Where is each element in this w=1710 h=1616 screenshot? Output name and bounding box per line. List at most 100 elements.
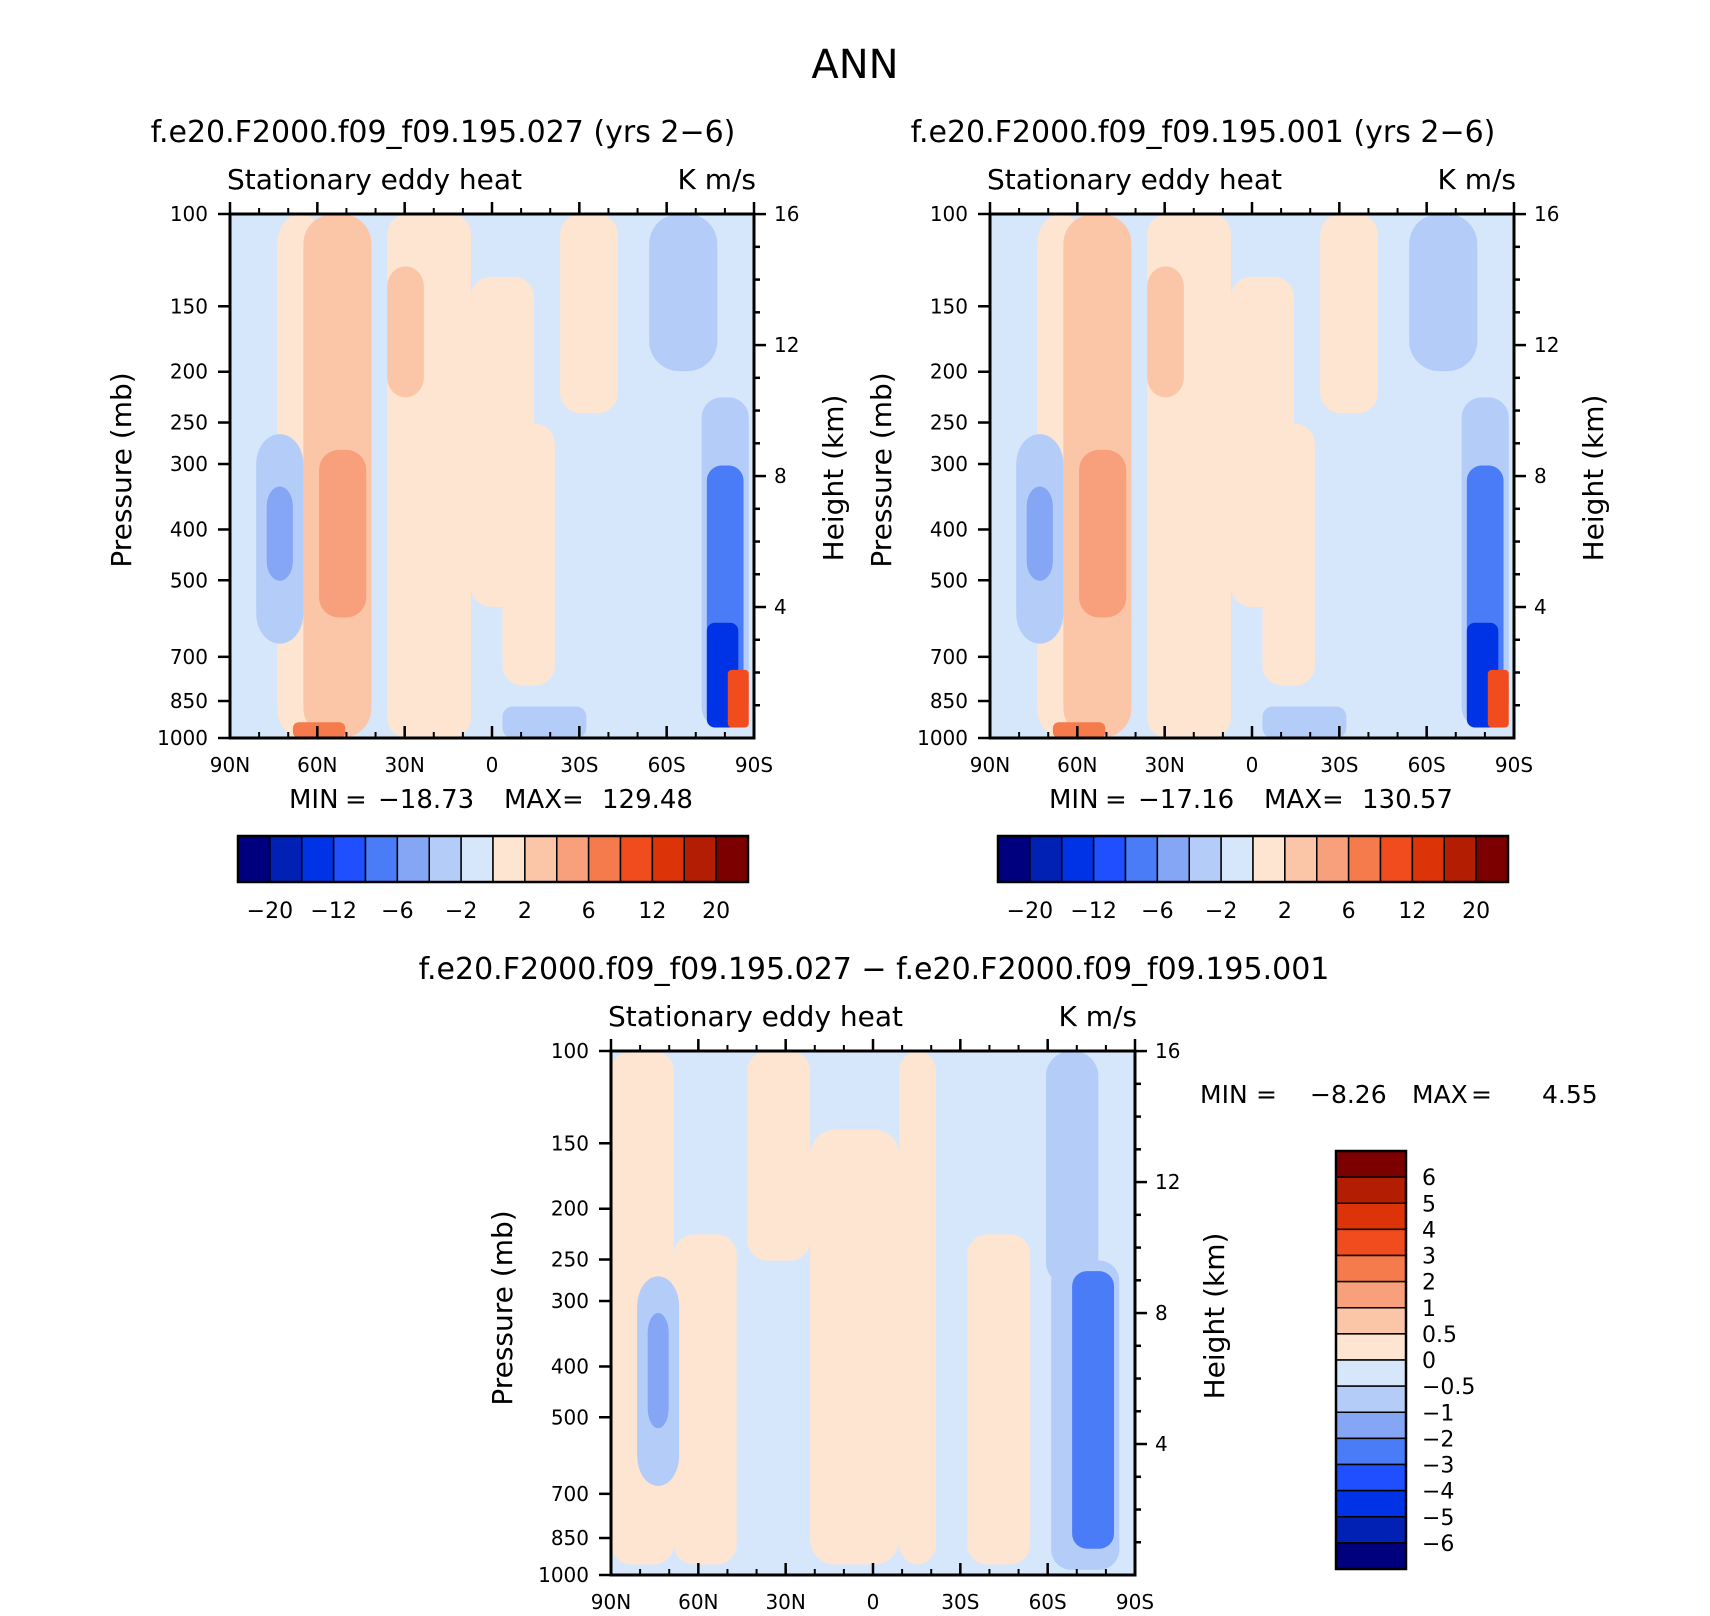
x-tick-label: 60S bbox=[648, 753, 686, 777]
contour-region bbox=[266, 486, 293, 581]
x-tick-label: 60N bbox=[297, 753, 337, 777]
x-tick-label: 30S bbox=[941, 1590, 979, 1614]
field-label: Stationary eddy heat bbox=[987, 163, 1282, 196]
colorbar-tick-label: 4 bbox=[1422, 1218, 1436, 1243]
units-label: K m/s bbox=[1058, 1000, 1137, 1033]
field-label: Stationary eddy heat bbox=[608, 1000, 903, 1033]
colorbar-tick-label: −4 bbox=[1422, 1480, 1454, 1505]
y-tick-label: 100 bbox=[551, 1039, 589, 1063]
max-label: MAX bbox=[504, 785, 562, 815]
max-value: 4.55 bbox=[1542, 1080, 1598, 1109]
x-tick-label: 90N bbox=[591, 1590, 631, 1614]
y-tick-label: 1000 bbox=[538, 1563, 589, 1587]
colorbar-tick-label: −12 bbox=[1070, 899, 1116, 924]
colorbar-swatch bbox=[1475, 835, 1509, 883]
colorbar-swatch bbox=[1335, 1150, 1407, 1178]
colorbar-swatch bbox=[1335, 1307, 1407, 1335]
contour-region bbox=[649, 214, 718, 372]
x-tick-label: 90N bbox=[970, 753, 1010, 777]
y2-tick-label: 16 bbox=[1155, 1039, 1180, 1063]
colorbar-swatch bbox=[1335, 1385, 1407, 1413]
contour-region bbox=[1026, 486, 1053, 581]
y-tick-label: 300 bbox=[170, 452, 208, 476]
x-tick-label: 0 bbox=[867, 1590, 880, 1614]
contour-region bbox=[502, 706, 587, 738]
colorbar-swatch bbox=[364, 835, 399, 883]
contour-fill bbox=[611, 1051, 1135, 1575]
y-tick-label: 200 bbox=[551, 1197, 589, 1221]
colorbar-swatch bbox=[492, 835, 526, 883]
y-tick-label: 300 bbox=[930, 452, 968, 476]
y2-tick-label: 16 bbox=[1534, 202, 1559, 226]
x-tick-label: 90N bbox=[210, 753, 250, 777]
colorbar-swatch bbox=[1335, 1228, 1407, 1257]
axes: 90N 60N 30N 0 30S 60S 90S 100 150 200 250 300 400 500… bbox=[917, 202, 1559, 777]
contour-region bbox=[1147, 266, 1184, 398]
colorbar-tick-label: 12 bbox=[1398, 899, 1426, 924]
colorbar-tick-label: 12 bbox=[638, 899, 666, 924]
colorbar-swatch bbox=[683, 835, 717, 883]
colorbar-swatch bbox=[1411, 835, 1445, 883]
colorbar-swatch bbox=[1188, 835, 1222, 883]
x-tick-label: 60S bbox=[1408, 753, 1446, 777]
colorbar-tick-label: −1 bbox=[1422, 1401, 1454, 1426]
y-tick-label: 1000 bbox=[157, 726, 208, 750]
y-tick-label: 700 bbox=[930, 645, 968, 669]
contour-region bbox=[673, 1234, 737, 1565]
colorbar-swatch bbox=[524, 835, 558, 883]
colorbar: −20 −12 −6 −2 2 6 12 20 bbox=[996, 834, 1510, 924]
contour-region bbox=[1262, 423, 1315, 686]
y-tick-label: 500 bbox=[170, 568, 208, 592]
contour-region bbox=[747, 1051, 811, 1261]
contour-region bbox=[1409, 214, 1478, 372]
colorbar-swatch bbox=[1335, 1359, 1407, 1387]
colorbar-tick-label: −3 bbox=[1422, 1454, 1454, 1479]
colorbar-swatch bbox=[1335, 1254, 1407, 1283]
colorbar-frame bbox=[236, 834, 750, 884]
y2-tick-label: 8 bbox=[1155, 1301, 1168, 1325]
colorbar-swatch bbox=[428, 835, 462, 883]
y-tick-label: 300 bbox=[551, 1289, 589, 1313]
y2-tick-label: 4 bbox=[1155, 1432, 1168, 1456]
colorbar-tick-label: 6 bbox=[582, 899, 596, 924]
contour-field bbox=[611, 1051, 1135, 1575]
colorbar-swatch bbox=[1335, 1411, 1407, 1440]
min-label: MIN bbox=[1049, 785, 1099, 815]
colorbar-swatch bbox=[1335, 1333, 1407, 1361]
max-eq: = bbox=[562, 785, 584, 815]
colorbar-tick-label: 2 bbox=[518, 899, 532, 924]
colorbar-swatch bbox=[1284, 835, 1318, 883]
colorbar-swatch bbox=[1335, 1437, 1407, 1466]
y2-tick-label: 16 bbox=[774, 202, 799, 226]
y-tick-label: 850 bbox=[170, 689, 208, 713]
colorbar-swatch bbox=[1252, 835, 1286, 883]
contour-region bbox=[1045, 1051, 1099, 1287]
colorbar-tick-label: 0 bbox=[1422, 1349, 1436, 1374]
y2-tick-label: 12 bbox=[1534, 333, 1559, 357]
y2-axis-label: Height (km) bbox=[817, 395, 850, 562]
y-tick-label: 500 bbox=[551, 1405, 589, 1429]
max-label: MAX bbox=[1264, 785, 1322, 815]
colorbar-tick-label: −6 bbox=[1141, 899, 1173, 924]
y2-tick-label: 4 bbox=[774, 595, 787, 619]
colorbar-swatch bbox=[1316, 835, 1350, 883]
colorbar-tick-label: −2 bbox=[1422, 1427, 1454, 1452]
contour-field bbox=[230, 214, 754, 738]
contour-region bbox=[1320, 214, 1378, 414]
min-eq: = bbox=[1105, 785, 1127, 815]
y-tick-label: 850 bbox=[930, 689, 968, 713]
colorbar-tick-label: 1 bbox=[1422, 1297, 1436, 1322]
colorbar-swatch bbox=[1029, 835, 1063, 883]
y-tick-label: 100 bbox=[930, 202, 968, 226]
figure-title: ANN bbox=[811, 42, 898, 88]
y-tick-label: 200 bbox=[170, 360, 208, 384]
colorbar-tick-label: −2 bbox=[445, 899, 477, 924]
colorbar: −20 −12 −6 −2 2 6 12 20 bbox=[236, 834, 750, 924]
y-tick-label: 400 bbox=[170, 517, 208, 541]
x-tick-label: 30N bbox=[765, 1590, 805, 1614]
y-tick-label: 250 bbox=[551, 1248, 589, 1272]
contour-field bbox=[990, 214, 1514, 738]
axes: 90N 60N 30N 0 30S 60S 90S 100 150 200 250 300 400 500… bbox=[538, 1039, 1180, 1614]
y-tick-label: 200 bbox=[930, 360, 968, 384]
